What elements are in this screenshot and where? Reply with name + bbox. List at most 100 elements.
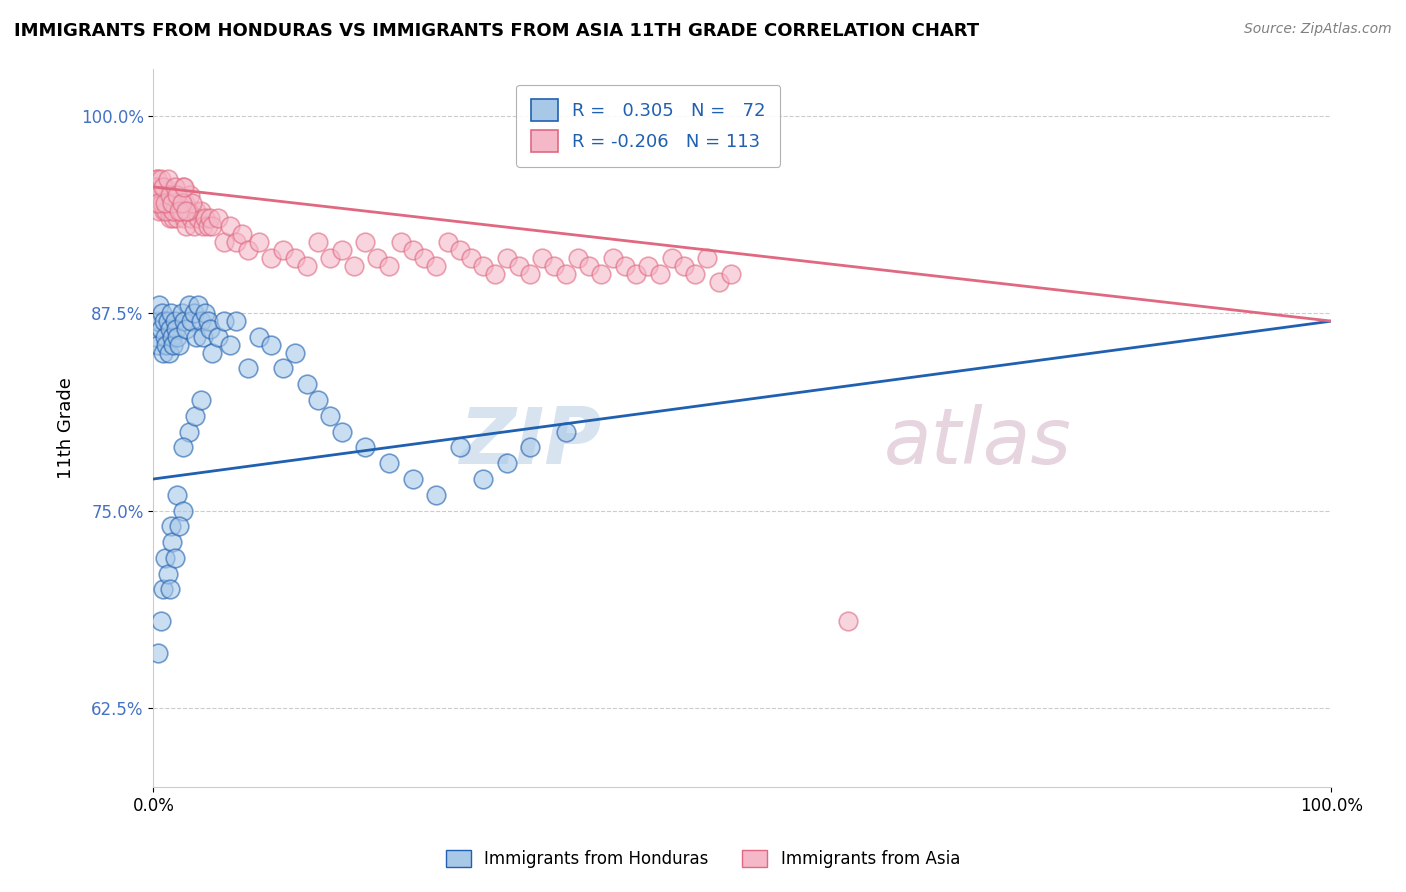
- Point: [157, 345, 180, 359]
- Point: [162, 338, 184, 352]
- Point: [159, 582, 181, 597]
- Point: [190, 203, 212, 218]
- Point: [472, 472, 495, 486]
- Point: [145, 330, 167, 344]
- Point: [578, 259, 600, 273]
- Point: [190, 392, 212, 407]
- Point: [145, 195, 167, 210]
- Point: [207, 330, 229, 344]
- Point: [165, 203, 187, 218]
- Point: [330, 243, 353, 257]
- Point: [191, 219, 214, 234]
- Point: [231, 227, 253, 242]
- Point: [146, 187, 169, 202]
- Point: [307, 235, 329, 250]
- Point: [150, 306, 173, 320]
- Point: [165, 187, 187, 202]
- Point: [307, 392, 329, 407]
- Point: [169, 338, 191, 352]
- Point: [149, 180, 172, 194]
- Point: [146, 172, 169, 186]
- Point: [190, 314, 212, 328]
- Point: [401, 243, 423, 257]
- Point: [172, 503, 194, 517]
- Point: [180, 211, 202, 226]
- Point: [146, 314, 169, 328]
- Point: [153, 314, 176, 328]
- Point: [156, 172, 179, 186]
- Point: [260, 251, 283, 265]
- Point: [531, 251, 554, 265]
- Point: [187, 211, 209, 226]
- Point: [172, 441, 194, 455]
- Point: [425, 488, 447, 502]
- Point: [162, 330, 184, 344]
- Text: Source: ZipAtlas.com: Source: ZipAtlas.com: [1244, 22, 1392, 37]
- Point: [155, 330, 177, 344]
- Point: [201, 345, 224, 359]
- Point: [153, 203, 176, 218]
- Point: [163, 314, 186, 328]
- Point: [707, 275, 730, 289]
- Point: [183, 219, 205, 234]
- Point: [554, 267, 576, 281]
- Point: [378, 259, 401, 273]
- Point: [170, 306, 193, 320]
- Point: [163, 550, 186, 565]
- Point: [148, 298, 170, 312]
- Point: [176, 322, 198, 336]
- Point: [160, 195, 183, 210]
- Point: [626, 267, 648, 281]
- Point: [167, 195, 190, 210]
- Point: [152, 180, 174, 194]
- Point: [198, 322, 221, 336]
- Point: [159, 322, 181, 336]
- Point: [366, 251, 388, 265]
- Point: [155, 338, 177, 352]
- Point: [166, 330, 188, 344]
- Point: [146, 646, 169, 660]
- Point: [166, 488, 188, 502]
- Point: [197, 314, 219, 328]
- Point: [319, 251, 342, 265]
- Point: [495, 251, 517, 265]
- Point: [152, 345, 174, 359]
- Point: [648, 267, 671, 281]
- Point: [176, 203, 198, 218]
- Point: [191, 330, 214, 344]
- Point: [174, 195, 197, 210]
- Point: [212, 314, 235, 328]
- Point: [225, 235, 247, 250]
- Point: [181, 195, 204, 210]
- Point: [173, 211, 195, 226]
- Point: [155, 180, 177, 194]
- Point: [554, 425, 576, 439]
- Point: [249, 235, 271, 250]
- Point: [236, 243, 259, 257]
- Point: [519, 267, 541, 281]
- Point: [198, 211, 221, 226]
- Point: [837, 614, 859, 628]
- Point: [162, 211, 184, 226]
- Point: [194, 211, 217, 226]
- Text: atlas: atlas: [884, 404, 1071, 480]
- Point: [169, 203, 191, 218]
- Point: [156, 566, 179, 581]
- Point: [157, 187, 180, 202]
- Point: [148, 203, 170, 218]
- Point: [145, 180, 167, 194]
- Point: [157, 203, 180, 218]
- Point: [519, 441, 541, 455]
- Point: [343, 259, 366, 273]
- Point: [271, 361, 294, 376]
- Point: [146, 172, 169, 186]
- Point: [672, 259, 695, 273]
- Point: [162, 203, 184, 218]
- Legend: R =   0.305   N =   72, R = -0.206   N = 113: R = 0.305 N = 72, R = -0.206 N = 113: [516, 85, 780, 167]
- Point: [160, 306, 183, 320]
- Point: [177, 298, 200, 312]
- Point: [207, 211, 229, 226]
- Point: [162, 203, 184, 218]
- Point: [591, 267, 613, 281]
- Y-axis label: 11th Grade: 11th Grade: [58, 376, 75, 479]
